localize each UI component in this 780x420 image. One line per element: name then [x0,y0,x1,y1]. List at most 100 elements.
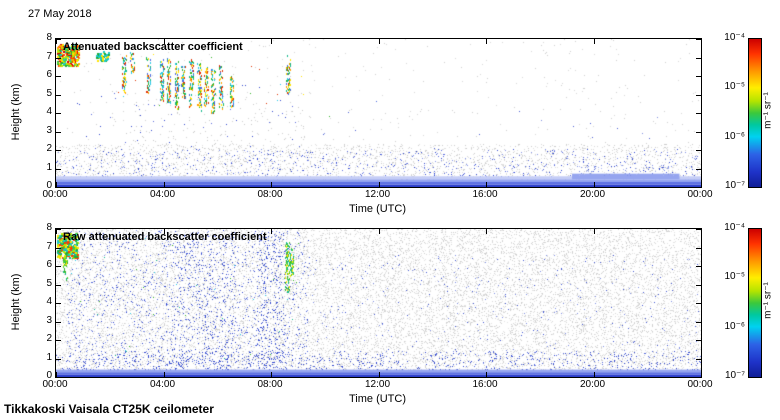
tick-mark [486,182,487,187]
y-tick-label: 0 [46,370,52,381]
x-tick-label: 04:00 [149,379,176,390]
colorbar-tick-label: 10⁻⁵ [724,81,745,93]
tick-mark [56,39,61,40]
tick-mark [56,229,61,230]
tick-mark [56,359,61,360]
x-tick-label: 04:00 [149,189,176,200]
y-tick-label: 6 [46,259,52,270]
tick-mark [696,39,701,40]
tick-mark [696,95,701,96]
tick-mark [701,182,702,187]
y-tick-label: 5 [46,87,52,99]
tick-mark [696,113,701,114]
y-tick-label: 2 [46,143,52,154]
panel-raw-attenuated-backscatter: Height (km) 0 1 2 3 4 5 6 7 8 Raw attenuated bac… [0,222,780,413]
tick-mark [696,229,701,230]
tick-mark [486,39,487,44]
y-tick-label: 7 [46,50,52,62]
y-axis-tick-labels: 0 1 2 3 4 5 6 7 8 [34,222,52,381]
tick-mark [696,169,701,170]
tick-mark [696,150,701,151]
x-tick-label: 00:00 [687,379,713,390]
y-axis-tick-labels: 0 1 2 3 4 5 6 7 8 [34,32,52,191]
x-tick-label: 20:00 [579,379,606,390]
tick-mark [379,39,380,44]
x-tick-label: 20:00 [579,189,606,200]
y-axis-label: Height (km) [10,83,22,141]
tick-mark [701,372,702,377]
colorbar-tick-label: 10⁻⁴ [724,32,745,43]
tick-mark [594,39,595,44]
tick-mark [56,182,57,187]
tick-mark [56,95,61,96]
tick-mark [56,377,61,378]
tick-mark [164,372,165,377]
tick-mark [696,303,701,304]
tick-mark [164,182,165,187]
tick-mark [696,377,701,378]
tick-mark [164,229,165,234]
y-tick-label: 4 [46,106,52,117]
plot-area: Raw attenuated backscatter coefficient [55,228,702,378]
colorbar-tick-label: 10⁻⁵ [724,271,745,283]
x-tick-label: 08:00 [257,189,283,200]
colorbar-tick-labels: 10⁻⁴ 10⁻⁵ 10⁻⁶ 10⁻⁷ [702,222,745,381]
date-label: 27 May 2018 [28,8,92,20]
x-tick-label: 12:00 [364,379,391,390]
x-tick-label: 00:00 [42,189,68,200]
tick-mark [696,58,701,59]
x-axis-label: Time (UTC) [348,393,407,405]
y-tick-label: 5 [46,277,52,289]
tick-mark [56,39,57,44]
tick-mark [379,182,380,187]
colorbar-tick-label: 10⁻⁴ [724,222,745,233]
tick-mark [56,372,57,377]
tick-mark [696,285,701,286]
tick-mark [696,76,701,77]
tick-mark [56,229,57,234]
heatmap-canvas [56,39,701,187]
colorbar [748,228,762,378]
x-axis-tick-labels: 00:00 04:00 08:00 12:00 16:00 20:00 00:00 [0,189,780,202]
tick-mark [594,182,595,187]
colorbar-unit-label: m⁻¹ sr⁻¹ [762,282,774,319]
colorbar-tick-label: 10⁻⁷ [724,180,745,191]
tick-mark [56,150,61,151]
tick-mark [56,113,61,114]
tick-mark [56,322,61,323]
y-tick-label: 3 [46,124,52,136]
tick-mark [56,169,61,170]
y-tick-label: 3 [46,314,52,326]
y-tick-label: 1 [46,161,52,173]
colorbar-tick-label: 10⁻⁶ [724,320,745,332]
tick-mark [696,340,701,341]
heatmap-canvas [56,229,701,377]
tick-mark [701,39,702,44]
x-tick-label: 16:00 [472,379,498,390]
tick-mark [696,266,701,267]
tick-mark [271,182,272,187]
colorbar [748,38,762,188]
colorbar-tick-label: 10⁻⁷ [724,370,745,381]
y-tick-label: 8 [46,32,52,43]
tick-mark [271,229,272,234]
colorbar-tick-label: 10⁻⁶ [724,130,745,142]
tick-mark [379,229,380,234]
tick-mark [56,132,61,133]
tick-mark [56,285,61,286]
tick-mark [56,266,61,267]
plot-title: Raw attenuated backscatter coefficient [63,231,267,243]
plot-title: Attenuated backscatter coefficient [63,41,243,53]
tick-mark [164,39,165,44]
tick-mark [696,359,701,360]
tick-mark [696,322,701,323]
tick-mark [56,58,61,59]
tick-mark [696,248,701,249]
x-tick-label: 00:00 [687,189,713,200]
y-tick-label: 6 [46,69,52,80]
y-tick-label: 8 [46,222,52,233]
tick-mark [701,229,702,234]
tick-mark [486,229,487,234]
tick-mark [594,372,595,377]
